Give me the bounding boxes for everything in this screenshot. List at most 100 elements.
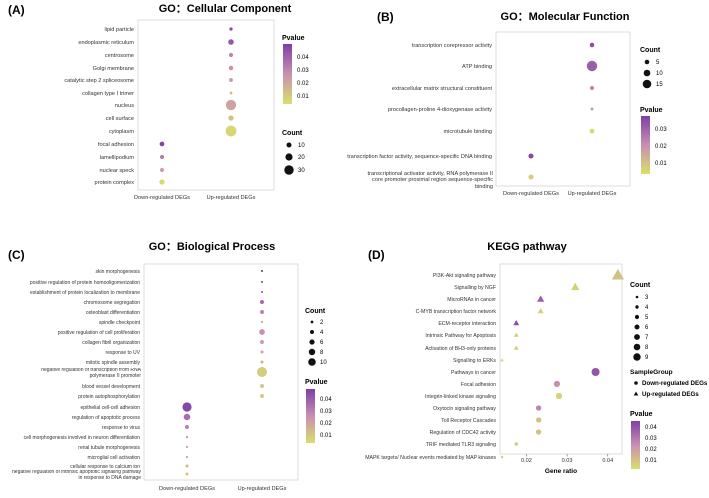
dot-point <box>260 280 264 284</box>
term-label: protein complex <box>95 180 135 186</box>
term-label: skin morphogenesis <box>96 269 141 275</box>
dot-point <box>589 128 595 134</box>
count-legend-dot <box>285 153 293 161</box>
panel-b-dots <box>528 42 598 180</box>
count-legend-dot <box>633 343 641 351</box>
dot-point <box>182 402 192 412</box>
term-label-wrap-box: negative regulation of intrinsic apoptot… <box>12 470 141 481</box>
term-label: focal adhesion <box>98 142 134 148</box>
count-legend-dot <box>308 348 316 356</box>
count-legend-dot <box>642 79 652 89</box>
count-legend-dot <box>633 353 641 361</box>
term-label: Signalling to ERKs <box>453 358 496 364</box>
dot-point <box>535 405 542 411</box>
dot-point <box>260 384 264 388</box>
count-legend-title: Count <box>630 282 651 289</box>
dot-point <box>185 455 189 459</box>
panel-b-plot-frame <box>495 31 631 187</box>
panel-a: (A) GO：Cellular Component lipid particle… <box>8 3 309 201</box>
dot-point <box>260 269 264 273</box>
term-label: epithelial cell-cell adhesion <box>81 405 141 411</box>
x-tick-label: Down-regulated DEGs <box>134 195 190 201</box>
dot-point <box>259 329 265 335</box>
pvalue-tick: 0.01 <box>655 161 667 167</box>
dot-point <box>185 435 189 439</box>
term-label: transcription factor activity, sequence-… <box>347 154 492 160</box>
dot-point <box>183 413 191 421</box>
pvalue-tick: 0.04 <box>297 55 309 61</box>
count-tick: 10 <box>298 143 305 149</box>
dot-point <box>228 115 234 121</box>
term-label: cellular response to calcium ion <box>70 464 140 470</box>
term-label: Pathways in cancer <box>451 370 496 376</box>
dot-point <box>586 60 598 72</box>
count-tick: 5 <box>656 60 660 66</box>
term-label: Integrin-linked kinase signaling <box>425 394 496 400</box>
pvalue-tick: 0.01 <box>645 458 657 464</box>
dot-point <box>260 340 264 344</box>
term-label: MAPK targets/ Nuclear events mediated by… <box>365 455 496 461</box>
dot-point <box>528 153 534 159</box>
x-tick-label: Up-regulated DEGs <box>238 486 287 492</box>
count-legend-dot <box>284 165 294 175</box>
dot-point <box>535 429 542 435</box>
triangle-point <box>513 345 519 350</box>
pvalue-tick: 0.02 <box>297 81 309 87</box>
count-tick: 2 <box>320 320 324 326</box>
count-tick: 15 <box>656 82 663 88</box>
triangle-point <box>611 268 625 280</box>
term-label: cell morphogenesis involved in neuron di… <box>24 435 141 441</box>
count-tick: 20 <box>298 155 305 161</box>
count-tick: 10 <box>656 71 663 77</box>
pvalue-tick: 0.04 <box>320 397 332 403</box>
term-label: catalytic step 2 spliceosome <box>64 78 134 84</box>
panel-c-term-labels-lower: blood vessel development protein autopho… <box>24 384 141 470</box>
dot-point <box>590 107 594 111</box>
panel-a-dots <box>159 27 237 185</box>
dot-point <box>555 392 563 400</box>
count-tick: 6 <box>645 325 649 331</box>
dot-point <box>260 360 264 364</box>
term-label: centrosome <box>105 53 134 59</box>
count-tick: 10 <box>320 360 327 366</box>
panel-a-term-labels: lipid particle endoplasmic reticulum cen… <box>64 27 134 186</box>
count-tick: 6 <box>320 340 324 346</box>
count-legend-dot <box>635 305 639 309</box>
panel-c-term-labels: skin morphogenesis positive regulation o… <box>30 269 141 366</box>
count-tick: 7 <box>645 335 649 341</box>
term-label: transcription corepressor activity <box>412 43 492 49</box>
x-tick-label: Up-regulated DEGs <box>568 191 617 197</box>
panel-a-letter: (A) <box>8 3 25 17</box>
dot-point <box>528 174 534 180</box>
panel-c-plot-frame <box>143 263 299 481</box>
term-label: Signalling by NGF <box>454 285 496 291</box>
panel-b-letter: (B) <box>377 10 394 24</box>
term-label: procollagen-proline 4-dioxygenase activi… <box>388 107 492 113</box>
term-label: negative regulation of transcription fro… <box>41 368 141 379</box>
panel-a-plot-frame <box>137 19 275 191</box>
dot-point <box>159 179 165 185</box>
pvalue-colorbar <box>283 44 292 104</box>
panel-d-term-labels: PI3K-Akt signaling pathway Signalling by… <box>365 273 496 461</box>
term-label: collagen type I trimer <box>82 91 134 97</box>
dot-point <box>589 85 595 91</box>
pvalue-tick: 0.02 <box>655 144 667 150</box>
triangle-point <box>513 320 520 326</box>
term-label: transcriptional activator activity, RNA … <box>367 171 494 189</box>
count-tick: 9 <box>645 355 649 361</box>
dot-point <box>260 394 264 398</box>
term-label: MicroRNAs in cancer <box>447 297 496 303</box>
pvalue-tick: 0.01 <box>320 433 332 439</box>
pvalue-colorbar <box>631 421 640 469</box>
dot-point <box>260 310 264 314</box>
term-label: ATP binding <box>462 64 492 70</box>
term-label: blood vessel development <box>82 384 140 390</box>
dot-point <box>185 464 189 468</box>
term-label: microtubule binding <box>443 129 492 135</box>
term-label: chromosome segregation <box>84 300 141 306</box>
pvalue-tick: 0.02 <box>320 421 332 427</box>
term-label: Toll Receptor Cascades <box>441 418 496 424</box>
pvalue-tick: 0.04 <box>645 425 657 431</box>
term-label: protein autophosphorylation <box>78 394 140 400</box>
pvalue-legend-title: Pvalue <box>305 379 328 386</box>
